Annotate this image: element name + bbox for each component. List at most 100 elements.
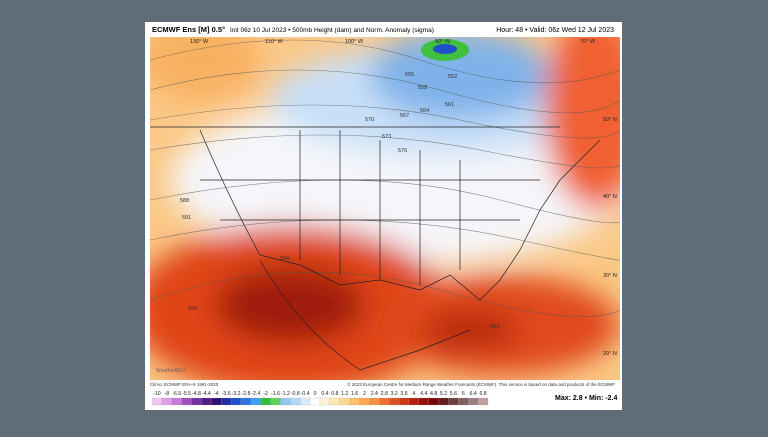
- colorbar-label: -0.4: [301, 391, 310, 397]
- colorbar-swatch: [379, 397, 390, 406]
- colorbar-label: -8: [165, 391, 170, 397]
- colorbar-label: 4: [412, 391, 415, 397]
- grid-labels: 130° W 110° W 100° W 90° W 70° W 50° N 4…: [190, 39, 617, 357]
- colorbar-swatch: [270, 397, 281, 406]
- colorbar-label: 3.2: [391, 391, 398, 397]
- contour-labels: 552 555 558 561 564 567 570 573 576 588 …: [180, 72, 499, 330]
- lon-label: 110° W: [265, 39, 283, 45]
- colorbar-swatch: [161, 397, 172, 406]
- colorbar-swatch: [359, 397, 370, 406]
- colorbar-label: 0: [314, 391, 317, 397]
- colorbar-label: -2.4: [251, 391, 260, 397]
- colorbar-label: -4: [214, 391, 219, 397]
- contour-label: 594: [490, 324, 499, 330]
- colorbar-label: 6.4: [470, 391, 477, 397]
- contour-label: 588: [180, 198, 189, 204]
- contour-label: 552: [448, 74, 457, 80]
- colorbar-swatch: [319, 397, 330, 406]
- colorbar-swatch: [191, 397, 202, 406]
- contour-label: 555: [405, 72, 414, 78]
- lon-label: 90° W: [435, 39, 451, 45]
- colorbar-label: 2.4: [371, 391, 378, 397]
- colorbar-label: -5.5: [182, 391, 191, 397]
- colorbar-label: -2: [263, 391, 268, 397]
- logo: WeatherBELL: [156, 368, 187, 374]
- colorbar-label: -6.5: [172, 391, 181, 397]
- colorbar-swatch: [240, 397, 251, 406]
- colorbar-swatch: [181, 397, 192, 406]
- lat-label: 50° N: [603, 117, 617, 123]
- colorbar-swatch: [408, 397, 419, 406]
- colorbar-swatch: [458, 397, 469, 406]
- colorbar-swatch: [389, 397, 400, 406]
- colorbar-label: -1.6: [271, 391, 280, 397]
- colorbar-label: 4.4: [420, 391, 427, 397]
- colorbar-label: -4.8: [192, 391, 201, 397]
- colorbar-label: -3.6: [222, 391, 231, 397]
- colorbar: -10 -8 -6.5 -5.5 -4.8 -4.4 -4 -3.6 -3.2 -2.8 -2.4-…: [151, 391, 489, 406]
- lat-label: 20° N: [603, 351, 617, 357]
- lat-label: 40° N: [603, 194, 617, 200]
- colorbar-swatch: [260, 397, 271, 406]
- map: [150, 37, 620, 380]
- contour-label: 564: [420, 108, 429, 114]
- colorbar-swatch: [398, 397, 410, 406]
- colorbar-swatch: [201, 397, 212, 406]
- contour-label: 561: [445, 102, 454, 108]
- colorbar-label: 4.8: [430, 391, 437, 397]
- colorbar-swatch: [438, 397, 449, 406]
- contour-label: 567: [400, 113, 409, 119]
- colorbar-swatch: [418, 397, 429, 406]
- contour-label: 558: [418, 85, 427, 91]
- colorbar-swatch: [290, 397, 301, 406]
- credit: © 2023 European Centre for Medium-Range …: [347, 381, 615, 387]
- colorbar-swatch: [369, 397, 380, 406]
- lat-label: 30° N: [603, 273, 617, 279]
- lon-label: 70° W: [580, 39, 596, 45]
- colorbar-label: 5.6: [450, 391, 457, 397]
- lon-label: 130° W: [190, 39, 209, 45]
- model: ECMWF Ens [M] 0.5°: [152, 25, 225, 34]
- contour-label: 570: [365, 117, 374, 123]
- colorbar-swatch: [280, 397, 291, 406]
- colorbar-label: -1.2: [281, 391, 290, 397]
- colorbar-swatch: [211, 397, 222, 406]
- colorbar-label: 2: [363, 391, 366, 397]
- colorbar-label: 6.8: [479, 391, 486, 397]
- colorbar-label: 6: [462, 391, 465, 397]
- colorbar-label: -2.8: [241, 391, 250, 397]
- colorbar-swatch: [310, 397, 321, 406]
- colorbar-swatch: [329, 397, 340, 406]
- colorbar-swatch: [468, 397, 479, 406]
- colorbar-label: 1.6: [351, 391, 358, 397]
- colorbar-label: 1.2: [341, 391, 348, 397]
- contour-label: 591: [182, 215, 191, 221]
- colorbar-swatch: [428, 397, 439, 406]
- colorbar-swatch: [230, 397, 242, 406]
- colorbar-label: 3.6: [400, 391, 407, 397]
- colorbar-swatch: [221, 397, 232, 406]
- colorbar-label: 5.2: [440, 391, 447, 397]
- colorbar-label: -3.2: [232, 391, 241, 397]
- colorbar-swatch: [339, 397, 350, 406]
- lon-label: 100° W: [345, 39, 364, 45]
- hour-valid: Hour: 48 • Valid: 06z Wed 12 Jul 2023: [496, 27, 614, 34]
- colorbar-swatch: [171, 397, 182, 406]
- contour-label: 594: [188, 306, 197, 312]
- colorbar-swatch: [250, 397, 261, 406]
- colorbar-swatch: [300, 397, 311, 406]
- colorbar-swatch: [478, 397, 489, 406]
- colorbar-swatch: [448, 397, 459, 406]
- colorbar-swatch: [349, 397, 360, 406]
- colorbar-label: -0.8: [291, 391, 300, 397]
- contour-label: 594: [280, 256, 289, 262]
- climo: Climo: ECMWF ERA-5 1991-2020: [150, 382, 219, 387]
- colorbar-label: -10: [153, 391, 161, 397]
- colorbar-label: -4.4: [202, 391, 211, 397]
- init: Init 06z 10 Jul 2023 • 500mb Height (dam…: [230, 27, 434, 34]
- colorbar-label: 0.4: [321, 391, 328, 397]
- colorbar-label: 2.8: [381, 391, 388, 397]
- contour-label: 573: [382, 134, 391, 140]
